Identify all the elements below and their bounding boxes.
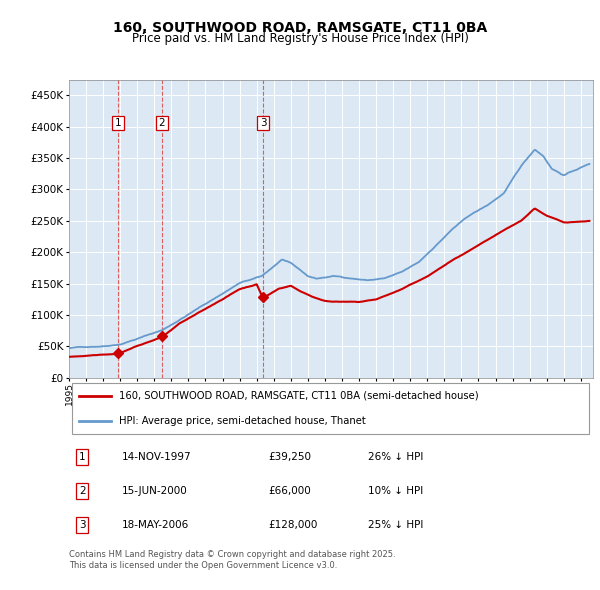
Text: 1: 1: [115, 118, 121, 128]
Text: 18-MAY-2006: 18-MAY-2006: [121, 520, 188, 530]
Text: Contains HM Land Registry data © Crown copyright and database right 2025.
This d: Contains HM Land Registry data © Crown c…: [69, 550, 395, 570]
Text: 160, SOUTHWOOD ROAD, RAMSGATE, CT11 0BA (semi-detached house): 160, SOUTHWOOD ROAD, RAMSGATE, CT11 0BA …: [119, 391, 478, 401]
Text: 2: 2: [79, 486, 85, 496]
Text: 15-JUN-2000: 15-JUN-2000: [121, 486, 187, 496]
Text: 3: 3: [260, 118, 266, 128]
Text: 2: 2: [158, 118, 165, 128]
Text: 10% ↓ HPI: 10% ↓ HPI: [368, 486, 423, 496]
Text: HPI: Average price, semi-detached house, Thanet: HPI: Average price, semi-detached house,…: [119, 417, 365, 427]
Text: 25% ↓ HPI: 25% ↓ HPI: [368, 520, 423, 530]
Text: £128,000: £128,000: [268, 520, 317, 530]
Text: Price paid vs. HM Land Registry's House Price Index (HPI): Price paid vs. HM Land Registry's House …: [131, 32, 469, 45]
Text: £39,250: £39,250: [268, 452, 311, 462]
Text: 1: 1: [79, 452, 85, 462]
Text: 14-NOV-1997: 14-NOV-1997: [121, 452, 191, 462]
Text: 3: 3: [79, 520, 85, 530]
FancyBboxPatch shape: [71, 383, 589, 434]
Text: £66,000: £66,000: [268, 486, 311, 496]
Text: 160, SOUTHWOOD ROAD, RAMSGATE, CT11 0BA: 160, SOUTHWOOD ROAD, RAMSGATE, CT11 0BA: [113, 21, 487, 35]
Text: 26% ↓ HPI: 26% ↓ HPI: [368, 452, 423, 462]
